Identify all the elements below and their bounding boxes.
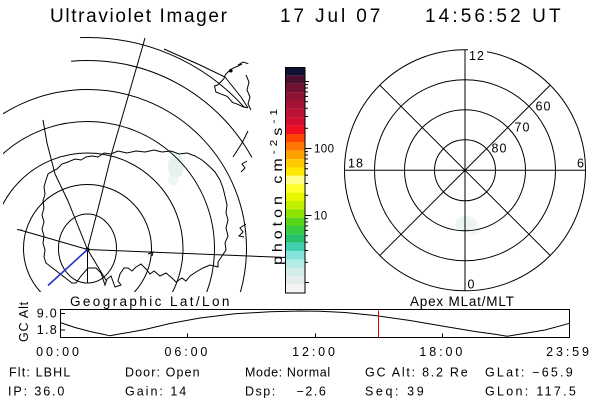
svg-text:IP: 36.0: IP: 36.0 bbox=[8, 385, 66, 399]
svg-text:GLon: 117.5: GLon: 117.5 bbox=[485, 385, 578, 399]
svg-text:00:00: 00:00 bbox=[36, 345, 82, 359]
svg-text:12:00: 12:00 bbox=[292, 345, 338, 359]
svg-text:12: 12 bbox=[469, 49, 485, 63]
svg-text:60: 60 bbox=[536, 100, 552, 114]
svg-text:Ultraviolet Imager: Ultraviolet Imager bbox=[50, 6, 229, 27]
svg-text:10: 10 bbox=[314, 211, 328, 223]
svg-text:18: 18 bbox=[348, 157, 364, 171]
svg-text:Seq: 39: Seq: 39 bbox=[365, 385, 426, 399]
svg-text:17 Jul 07: 17 Jul 07 bbox=[280, 6, 383, 27]
svg-text:GC Alt: GC Alt bbox=[17, 301, 31, 342]
svg-text:GC Alt: 8.2 Re: GC Alt: 8.2 Re bbox=[365, 366, 469, 380]
svg-text:23:59: 23:59 bbox=[546, 345, 592, 359]
svg-text:photon cm-2s-1: photon cm-2s-1 bbox=[268, 105, 285, 265]
svg-text:GLat: −65.9: GLat: −65.9 bbox=[485, 366, 575, 380]
svg-text:Geographic Lat/Lon: Geographic Lat/Lon bbox=[70, 294, 232, 309]
svg-text:70: 70 bbox=[515, 121, 531, 135]
svg-text:Door: Open: Door: Open bbox=[125, 366, 201, 380]
svg-text:Dsp: −2.6: Dsp: −2.6 bbox=[245, 385, 327, 399]
svg-text:1.8: 1.8 bbox=[37, 323, 58, 337]
svg-text:80: 80 bbox=[492, 142, 508, 156]
svg-text:18:00: 18:00 bbox=[419, 345, 465, 359]
svg-text:06:00: 06:00 bbox=[165, 345, 211, 359]
svg-text:Gain: 14: Gain: 14 bbox=[125, 385, 188, 399]
svg-text:9.0: 9.0 bbox=[37, 307, 58, 321]
svg-text:0: 0 bbox=[468, 278, 476, 292]
svg-text:Mode: Normal: Mode: Normal bbox=[245, 366, 331, 380]
svg-text:14:56:52 UT: 14:56:52 UT bbox=[425, 6, 564, 27]
svg-text:6: 6 bbox=[577, 157, 585, 171]
svg-text:Apex MLat/MLT: Apex MLat/MLT bbox=[410, 294, 515, 309]
svg-text:100: 100 bbox=[314, 144, 334, 156]
svg-text:Flt: LBHL: Flt: LBHL bbox=[9, 366, 71, 380]
